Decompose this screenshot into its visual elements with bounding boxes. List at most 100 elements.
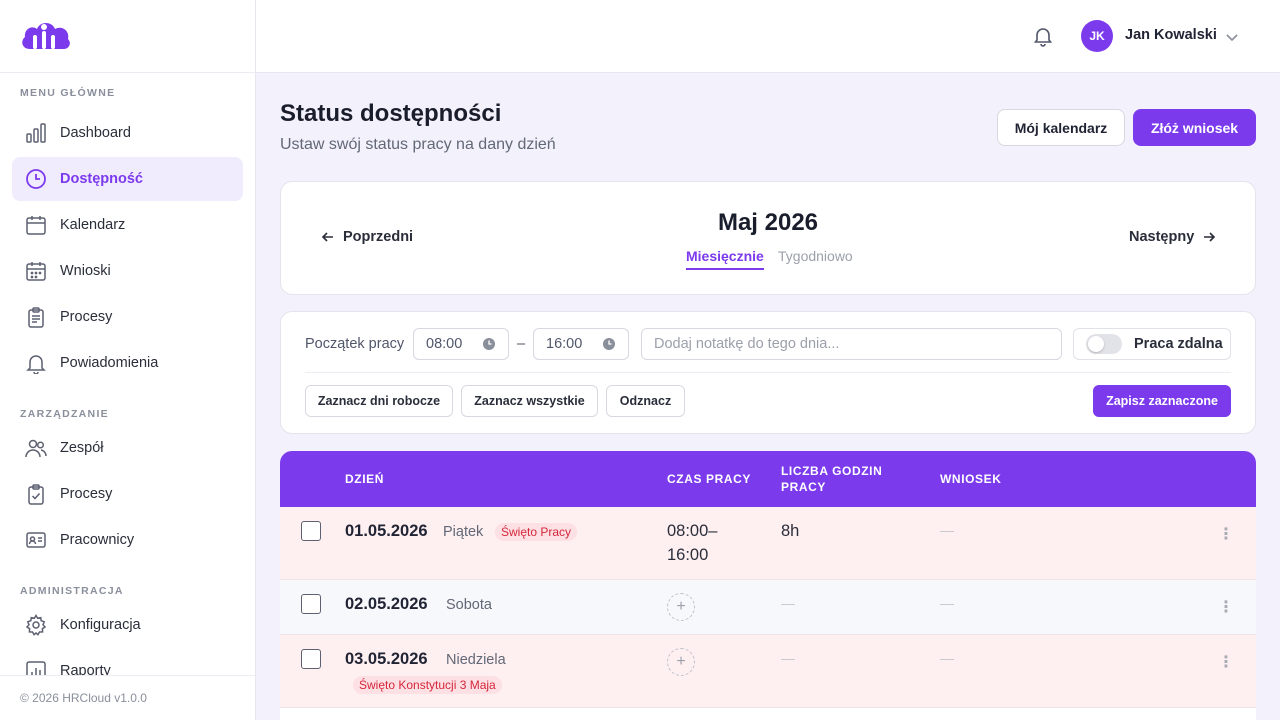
- remote-work-toggle[interactable]: [1086, 334, 1122, 354]
- page-subtitle: Ustaw swój status pracy na dany dzień: [280, 136, 556, 153]
- work-start-label: Początek pracy: [305, 336, 405, 352]
- add-work-time-button[interactable]: +: [667, 593, 695, 621]
- header-hours: LICZBA GODZIN PRACY: [781, 463, 882, 495]
- bar-chart-icon: [24, 121, 48, 145]
- clock-icon: [603, 338, 615, 350]
- day-controls-card: Początek pracy 08:00 – 16:00 Dodaj notat…: [280, 311, 1256, 434]
- users-icon: [24, 436, 48, 460]
- sidebar-item-label: Procesy: [60, 486, 113, 502]
- sidebar-item-label: Powiadomienia: [60, 355, 159, 371]
- end-time-value: 16:00: [546, 336, 583, 352]
- start-time-input[interactable]: 08:00: [413, 328, 509, 360]
- header-day: DZIEŃ: [345, 472, 384, 486]
- row-dayname: Piątek: [443, 524, 484, 540]
- sidebar-item-processes[interactable]: Procesy: [12, 295, 243, 339]
- row-checkbox[interactable]: [301, 594, 321, 614]
- sidebar-item-label: Konfiguracja: [60, 617, 141, 633]
- clock-icon: [24, 167, 48, 191]
- gear-icon: [24, 613, 48, 637]
- holiday-badge: Święto Konstytucji 3 Maja: [353, 676, 502, 694]
- row-request: —: [940, 595, 954, 611]
- add-work-time-button[interactable]: +: [667, 648, 695, 676]
- notifications-bell-icon[interactable]: [1032, 25, 1054, 47]
- month-navigation-card: Poprzedni Maj 2026 Miesięcznie Tygodniow…: [280, 181, 1256, 295]
- row-menu-icon[interactable]: ⋮: [1218, 526, 1234, 543]
- table-row[interactable]: 03.05.2026 Niedziela Święto Konstytucji …: [280, 635, 1256, 708]
- row-checkbox[interactable]: [301, 521, 321, 541]
- avatar[interactable]: JK: [1081, 20, 1113, 52]
- sidebar-item-label: Kalendarz: [60, 217, 126, 233]
- next-month-button[interactable]: Następny: [1129, 229, 1216, 245]
- calendar-grid-icon: [24, 259, 48, 283]
- sidebar-item-team[interactable]: Zespół: [12, 426, 243, 470]
- sidebar-item-label: Dostępność: [60, 171, 143, 187]
- sidebar-item-configuration[interactable]: Konfiguracja: [12, 603, 243, 647]
- sidebar-item-label: Dashboard: [60, 125, 131, 141]
- sidebar-item-notifications[interactable]: Powiadomienia: [12, 341, 243, 385]
- sidebar-item-processes-mgmt[interactable]: Procesy: [12, 472, 243, 516]
- table-row[interactable]: 02.05.2026 Sobota + — — ⋮: [280, 580, 1256, 635]
- my-calendar-button[interactable]: Mój kalendarz: [997, 109, 1125, 146]
- hrcloud-logo-icon: [22, 23, 70, 49]
- row-hours: —: [781, 595, 795, 611]
- row-dayname: Sobota: [446, 597, 492, 613]
- mark-workdays-button[interactable]: Zaznacz dni robocze: [305, 385, 453, 417]
- header-hours-line2: PRACY: [781, 480, 827, 494]
- header-hours-line1: LICZBA GODZIN: [781, 464, 883, 478]
- holiday-badge: Święto Pracy: [495, 523, 578, 541]
- row-date: 03.05.2026: [345, 650, 428, 668]
- row-work-time[interactable]: 08:00– 16:00: [667, 519, 717, 567]
- row-date: 01.05.2026: [345, 522, 428, 540]
- arrow-right-icon: [1204, 232, 1216, 242]
- next-month-label: Następny: [1129, 229, 1195, 245]
- month-title: Maj 2026: [717, 209, 819, 236]
- user-name[interactable]: Jan Kowalski: [1125, 27, 1217, 43]
- divider: [305, 372, 1231, 373]
- row-work-time-end: 16:00: [667, 546, 709, 564]
- sidebar-item-label: Zespół: [60, 440, 104, 456]
- row-hours: 8h: [781, 522, 800, 540]
- save-selected-button[interactable]: Zapisz zaznaczone: [1093, 385, 1231, 417]
- remote-work-label: Praca zdalna: [1134, 336, 1223, 352]
- table-header: DZIEŃ CZAS PRACY LICZBA GODZIN PRACY WNI…: [280, 451, 1256, 507]
- day-note-input[interactable]: Dodaj notatkę do tego dnia...: [641, 328, 1062, 360]
- end-time-input[interactable]: 16:00: [533, 328, 629, 360]
- section-label-management: ZARZĄDZANIE: [20, 408, 109, 420]
- unmark-button[interactable]: Odznacz: [606, 385, 685, 417]
- row-hours: —: [781, 650, 795, 666]
- sidebar-item-label: Wnioski: [60, 263, 111, 279]
- remote-work-toggle-group[interactable]: Praca zdalna: [1073, 328, 1231, 360]
- row-request: —: [940, 650, 954, 666]
- availability-table: DZIEŃ CZAS PRACY LICZBA GODZIN PRACY WNI…: [280, 451, 1256, 720]
- sidebar-item-dashboard[interactable]: Dashboard: [12, 111, 243, 155]
- sidebar-item-label: Procesy: [60, 309, 113, 325]
- mark-all-button[interactable]: Zaznacz wszystkie: [461, 385, 598, 417]
- row-request: —: [940, 522, 954, 538]
- bar-chart-icon: [24, 659, 48, 675]
- header-work-time: CZAS PRACY: [667, 472, 752, 486]
- row-dayname: Niedziela: [446, 652, 506, 668]
- clock-icon: [483, 338, 495, 350]
- sidebar-item-calendar[interactable]: Kalendarz: [12, 203, 243, 247]
- logo[interactable]: [0, 0, 255, 73]
- submit-request-button[interactable]: Złóż wniosek: [1133, 109, 1256, 146]
- sidebar-nav: MENU GŁÓWNE Dashboard Dostępność Kalenda…: [0, 73, 255, 675]
- table-row[interactable]: 01.05.2026 Piątek Święto Pracy 08:00– 16…: [280, 507, 1256, 580]
- sidebar-item-requests[interactable]: Wnioski: [12, 249, 243, 293]
- sidebar-footer: © 2026 HRCloud v1.0.0: [0, 675, 255, 720]
- sidebar-item-employees[interactable]: Pracownicy: [12, 518, 243, 562]
- row-date: 02.05.2026: [345, 595, 428, 613]
- prev-month-button[interactable]: Poprzedni: [321, 229, 413, 245]
- sidebar-item-reports[interactable]: Raporty: [12, 649, 243, 675]
- tab-weekly[interactable]: Tygodniowo: [778, 248, 853, 264]
- chevron-down-icon[interactable]: [1224, 29, 1240, 45]
- header-request: WNIOSEK: [940, 472, 1002, 486]
- clipboard-check-icon: [24, 482, 48, 506]
- row-menu-icon[interactable]: ⋮: [1218, 654, 1234, 671]
- sidebar: MENU GŁÓWNE Dashboard Dostępność Kalenda…: [0, 0, 256, 720]
- row-menu-icon[interactable]: ⋮: [1218, 599, 1234, 616]
- tab-monthly[interactable]: Miesięcznie: [686, 248, 764, 270]
- section-label-main: MENU GŁÓWNE: [20, 87, 116, 99]
- row-checkbox[interactable]: [301, 649, 321, 669]
- sidebar-item-availability[interactable]: Dostępność: [12, 157, 243, 201]
